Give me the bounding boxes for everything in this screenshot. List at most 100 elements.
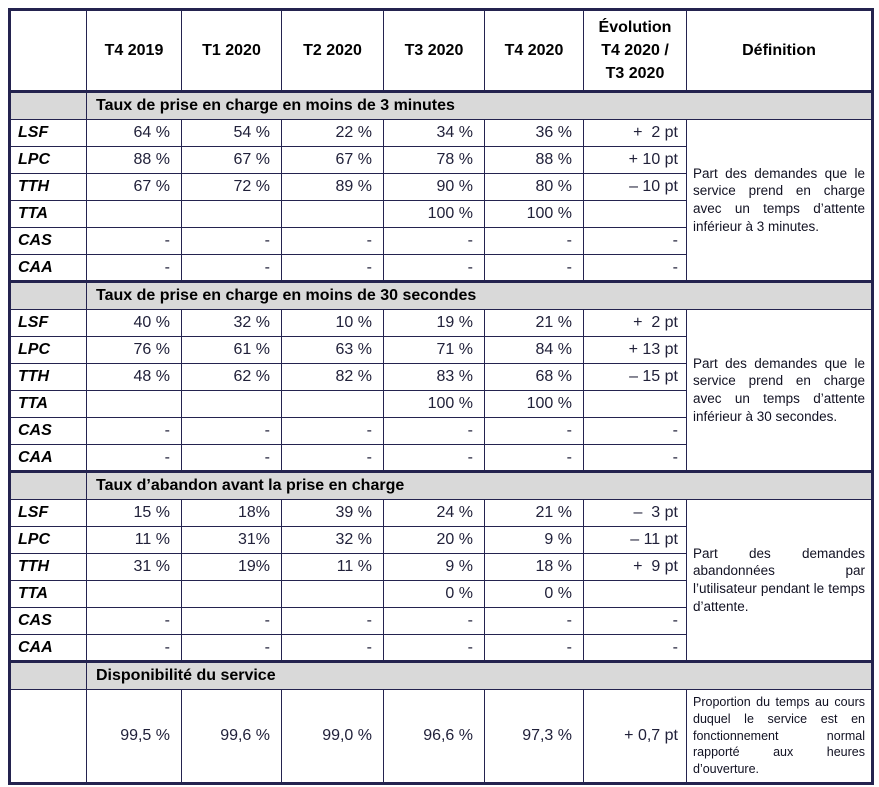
- definition-cell: Part des demandes que le service prend e…: [686, 119, 873, 282]
- row-label: TTA: [9, 200, 87, 228]
- table-row: TTH 31 % 19% 11 % 9 % 18 % + 9 pt: [9, 553, 873, 581]
- section-title-3-minutes: Taux de prise en charge en moins de 3 mi…: [86, 90, 873, 120]
- table-row: TTH 67 % 72 % 89 % 90 % 80 % – 10 pt: [9, 173, 873, 201]
- section-header-row: Taux de prise en charge en moins de 3 mi…: [9, 90, 873, 120]
- table-row: TTA 0 % 0 %: [9, 580, 873, 608]
- value-cell: 78 %: [383, 146, 485, 174]
- row-label: LPC: [9, 336, 87, 364]
- row-label: LSF: [9, 309, 87, 337]
- row-label: TTA: [9, 390, 87, 418]
- table-row: LSF 64 % 54 % 22 % 34 % 36 % + 2 pt Part…: [9, 119, 873, 282]
- value-cell: 62 %: [181, 363, 282, 391]
- evolution-cell: -: [583, 417, 687, 445]
- value-cell: 96,6 %: [383, 689, 485, 784]
- header-row: T4 2019 T1 2020 T2 2020 T3 2020 T4 2020 …: [9, 9, 873, 92]
- row-label: LSF: [9, 119, 87, 147]
- value-cell: 71 %: [383, 336, 485, 364]
- value-cell: 20 %: [383, 526, 485, 554]
- table-row: LSF 40 % 32 % 10 % 19 % 21 % + 2 pt Part…: [9, 309, 873, 472]
- value-cell: -: [383, 634, 485, 662]
- value-cell: 100 %: [484, 200, 584, 228]
- value-cell: [86, 200, 182, 228]
- value-cell: -: [383, 417, 485, 445]
- evolution-cell: -: [583, 607, 687, 635]
- definition-cell: Proportion du temps au cours duquel le s…: [686, 689, 873, 784]
- evolution-cell: + 9 pt: [583, 553, 687, 581]
- section-title-disponibilite: Disponibilité du service: [86, 660, 873, 690]
- section-header-row: Disponibilité du service: [9, 660, 873, 690]
- value-cell: 97,3 %: [484, 689, 584, 784]
- row-label: LSF: [9, 499, 87, 527]
- value-cell: 21 %: [484, 499, 584, 527]
- value-cell: 84 %: [484, 336, 584, 364]
- value-cell: -: [181, 444, 282, 472]
- value-cell: 31 %: [86, 553, 182, 581]
- value-cell: -: [484, 444, 584, 472]
- evolution-cell: -: [583, 634, 687, 662]
- value-cell: -: [181, 227, 282, 255]
- evolution-cell: [583, 580, 687, 608]
- column-header-t3-2020: T3 2020: [383, 9, 485, 92]
- column-header-t4-2020: T4 2020: [484, 9, 584, 92]
- value-cell: -: [281, 607, 384, 635]
- table-row: CAS - - - - - -: [9, 227, 873, 255]
- column-header-t1-2020: T1 2020: [181, 9, 282, 92]
- row-label: TTH: [9, 553, 87, 581]
- value-cell: -: [181, 254, 282, 282]
- value-cell: [86, 390, 182, 418]
- value-cell: -: [281, 254, 384, 282]
- value-cell: 76 %: [86, 336, 182, 364]
- row-label: TTH: [9, 363, 87, 391]
- evolution-cell: -: [583, 444, 687, 472]
- section-header-spacer: [9, 280, 87, 310]
- value-cell: -: [281, 444, 384, 472]
- value-cell: -: [484, 607, 584, 635]
- value-cell: 18 %: [484, 553, 584, 581]
- value-cell: -: [86, 607, 182, 635]
- value-cell: 90 %: [383, 173, 485, 201]
- row-label: CAA: [9, 254, 87, 282]
- value-cell: -: [86, 634, 182, 662]
- value-cell: -: [86, 254, 182, 282]
- definition-cell: Part des demandes que le service prend e…: [686, 309, 873, 472]
- value-cell: 63 %: [281, 336, 384, 364]
- value-cell: -: [281, 634, 384, 662]
- value-cell: -: [281, 417, 384, 445]
- value-cell: 88 %: [86, 146, 182, 174]
- evolution-cell: -: [583, 227, 687, 255]
- section-title-30-secondes: Taux de prise en charge en moins de 30 s…: [86, 280, 873, 310]
- value-cell: 11 %: [281, 553, 384, 581]
- value-cell: 0 %: [383, 580, 485, 608]
- value-cell: -: [484, 254, 584, 282]
- value-cell: 10 %: [281, 309, 384, 337]
- value-cell: 9 %: [383, 553, 485, 581]
- evolution-cell: – 3 pt: [583, 499, 687, 527]
- value-cell: [86, 580, 182, 608]
- value-cell: 99,5 %: [86, 689, 182, 784]
- value-cell: 19%: [181, 553, 282, 581]
- value-cell: 36 %: [484, 119, 584, 147]
- table-row: LPC 76 % 61 % 63 % 71 % 84 % + 13 pt: [9, 336, 873, 364]
- value-cell: -: [181, 417, 282, 445]
- evolution-cell: + 2 pt: [583, 119, 687, 147]
- evolution-cell: [583, 200, 687, 228]
- value-cell: -: [383, 607, 485, 635]
- table-row: LSF 15 % 18% 39 % 24 % 21 % – 3 pt Part …: [9, 499, 873, 662]
- value-cell: 22 %: [281, 119, 384, 147]
- value-cell: 54 %: [181, 119, 282, 147]
- row-label: CAS: [9, 227, 87, 255]
- value-cell: -: [86, 417, 182, 445]
- value-cell: [281, 580, 384, 608]
- table-row: TTA 100 % 100 %: [9, 390, 873, 418]
- value-cell: 72 %: [181, 173, 282, 201]
- value-cell: 34 %: [383, 119, 485, 147]
- value-cell: [281, 390, 384, 418]
- value-cell: 67 %: [281, 146, 384, 174]
- value-cell: -: [383, 227, 485, 255]
- value-cell: 100 %: [383, 200, 485, 228]
- value-cell: 32 %: [181, 309, 282, 337]
- value-cell: 67 %: [181, 146, 282, 174]
- evolution-cell: + 0,7 pt: [583, 689, 687, 784]
- row-label: CAS: [9, 417, 87, 445]
